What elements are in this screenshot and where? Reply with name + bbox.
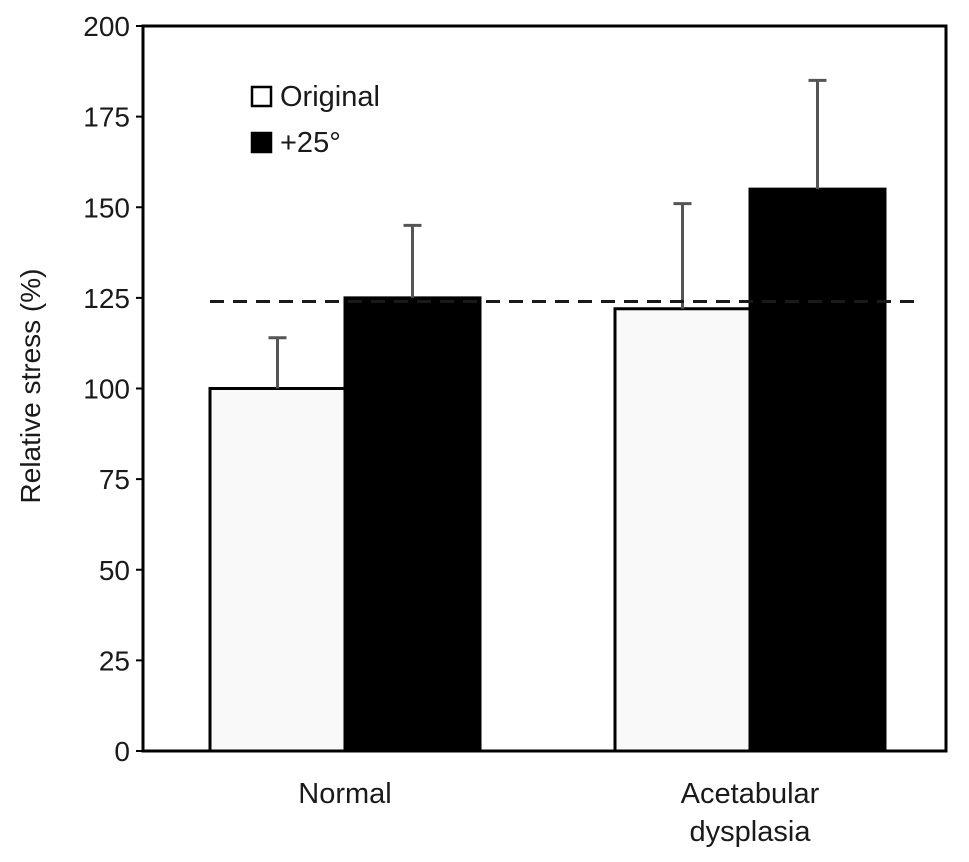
bars — [208, 187, 887, 753]
y-tick-label: 175 — [83, 102, 130, 133]
y-tick-label: 50 — [99, 555, 130, 586]
y-tick-label: 25 — [99, 645, 130, 676]
y-tick-label: 0 — [114, 736, 130, 767]
bar-original-0 — [208, 387, 347, 753]
legend-swatch — [250, 85, 273, 108]
legend-label: +25° — [280, 127, 341, 159]
error-bars — [268, 78, 827, 389]
x-category-label: Normal — [298, 778, 391, 810]
x-category-label: dysplasia — [690, 816, 812, 848]
legend: Original +25° — [250, 81, 380, 159]
y-tick-label: 150 — [83, 192, 130, 223]
y-tick-label: 75 — [99, 464, 130, 495]
y-axis-title: Relative stress (%) — [15, 269, 46, 504]
plot-frame — [141, 24, 948, 753]
bar-plus25-1 — [748, 187, 887, 753]
legend-label: Original — [280, 81, 380, 113]
bar-original-1 — [613, 307, 752, 753]
x-category-label: Acetabular — [681, 778, 820, 810]
y-tick-label: 100 — [83, 374, 130, 405]
y-axis-ticks: 0 25 50 75 100 125 150 175 200 — [83, 11, 143, 767]
y-tick-label: 200 — [83, 11, 130, 42]
bar-plus25-0 — [343, 296, 482, 753]
legend-swatch — [250, 131, 273, 154]
y-tick-label: 125 — [83, 283, 130, 314]
x-axis-labels: Normal Acetabular dysplasia — [298, 778, 819, 848]
